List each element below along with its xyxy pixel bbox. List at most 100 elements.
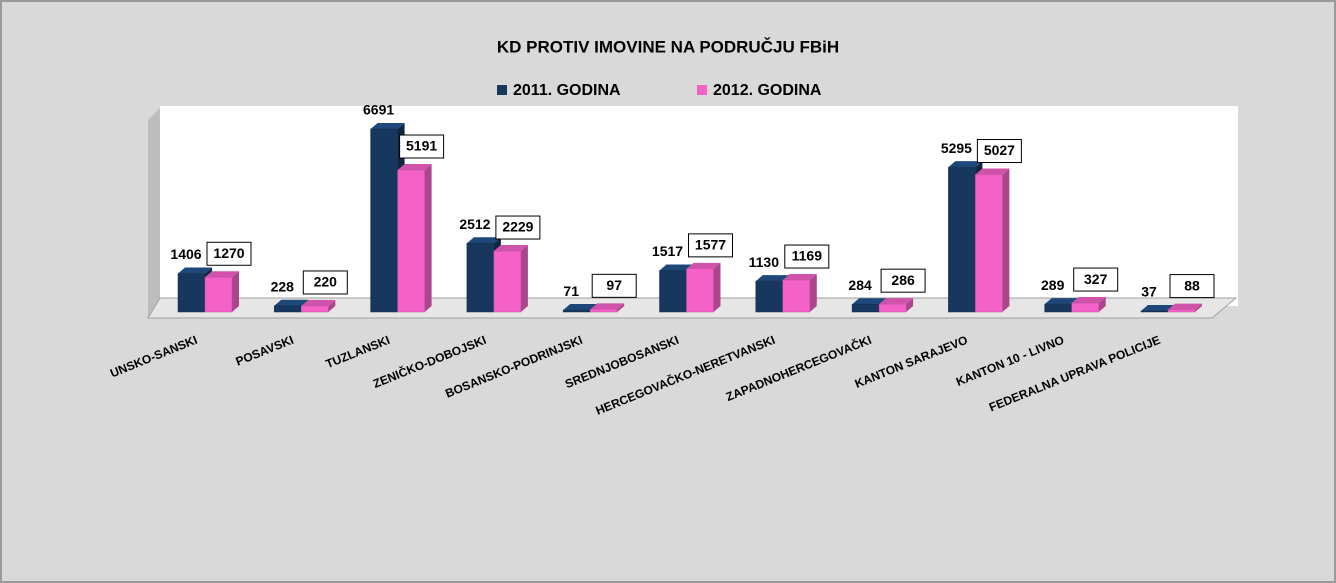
value-label: 5191 <box>406 138 437 154</box>
bar-front <box>274 305 302 313</box>
bar-side <box>809 274 817 312</box>
side-wall <box>148 108 160 318</box>
value-label: 5027 <box>984 142 1015 158</box>
value-label: 88 <box>1184 277 1200 293</box>
bar-top <box>1141 304 1175 311</box>
bar-top <box>948 161 983 168</box>
bar-front <box>493 250 522 313</box>
bar-top <box>466 237 501 244</box>
bar-front <box>589 309 618 313</box>
bar-top <box>493 245 528 252</box>
value-label-box <box>1073 267 1119 292</box>
bar-front <box>755 280 784 313</box>
bar <box>686 262 721 313</box>
bar <box>1167 303 1202 313</box>
value-label: 327 <box>1084 271 1108 287</box>
value-label: 1169 <box>792 248 823 264</box>
bar-front <box>466 243 495 313</box>
value-label: 6691 <box>363 102 394 118</box>
value-label: 1517 <box>652 243 683 259</box>
bar-top <box>782 274 817 281</box>
bar-top <box>1044 298 1079 305</box>
legend-swatch <box>697 85 707 95</box>
value-label-box <box>688 233 733 258</box>
value-label: 286 <box>891 272 915 288</box>
value-label-box <box>206 241 252 266</box>
bar-top <box>1071 297 1106 304</box>
bar <box>1071 297 1106 313</box>
value-label: 71 <box>563 283 579 299</box>
bar <box>397 164 432 313</box>
bar <box>493 245 528 313</box>
bar-top <box>590 303 625 310</box>
bar-side <box>520 245 528 312</box>
bar-top <box>755 275 790 282</box>
bar-side <box>424 164 432 312</box>
bar-top <box>852 298 887 305</box>
legend-label: 2012. GODINA <box>713 82 822 99</box>
value-label: 97 <box>606 277 622 293</box>
bar <box>975 168 1010 313</box>
bar-top <box>397 164 432 171</box>
bar-top <box>301 299 336 306</box>
bar-top <box>975 168 1010 175</box>
bar-front <box>562 309 591 313</box>
bar-front <box>948 166 976 313</box>
value-label: 1130 <box>749 254 780 270</box>
chart-title: KD PROTIV IMOVINE NA PODRUČJU FBiH <box>497 37 839 56</box>
bar-front <box>204 277 233 313</box>
legend: 2011. GODINA 2012. GODINA <box>497 82 822 99</box>
bar-front <box>851 303 880 313</box>
bar-front <box>397 169 425 313</box>
bar-front <box>686 268 714 313</box>
value-label: 2229 <box>502 219 533 235</box>
bar-top <box>370 123 405 129</box>
value-label-box <box>784 244 830 269</box>
bar-side <box>1195 303 1202 312</box>
value-label-box <box>880 268 926 293</box>
value-label: 1577 <box>695 237 726 253</box>
bar-top <box>686 262 721 269</box>
legend-label: 2011. GODINA <box>513 82 621 99</box>
bar-front <box>1044 303 1072 313</box>
value-label: 228 <box>271 278 295 294</box>
value-label: 289 <box>1041 277 1065 293</box>
bar-front <box>177 273 206 313</box>
bar-side <box>617 303 625 312</box>
value-label: 2512 <box>459 216 490 232</box>
bar <box>204 271 239 313</box>
bar-top <box>274 299 309 306</box>
bar <box>301 299 336 313</box>
bar-front <box>1071 302 1099 313</box>
bar <box>782 274 817 313</box>
bar-top <box>659 264 694 271</box>
value-label-box <box>976 139 1022 164</box>
value-label: 220 <box>314 274 338 290</box>
bar-front <box>301 305 329 313</box>
bar-top <box>205 271 239 278</box>
bar-side <box>713 262 721 312</box>
bar-side <box>232 271 239 312</box>
value-label-box <box>1169 274 1215 299</box>
bar <box>878 298 914 313</box>
value-label-box <box>495 215 541 240</box>
bar-front <box>878 303 907 313</box>
bar-front <box>1140 310 1169 313</box>
value-label: 1270 <box>213 245 244 261</box>
value-label: 284 <box>848 277 872 293</box>
bar-top <box>879 298 914 305</box>
bar-side <box>1098 297 1106 312</box>
value-label-box <box>591 273 637 298</box>
bar-front <box>782 279 811 313</box>
bar-side <box>1002 168 1010 312</box>
legend-swatch <box>497 85 507 95</box>
value-label: 5295 <box>941 140 972 156</box>
bar-top <box>1168 303 1202 310</box>
bar-front <box>370 128 398 313</box>
value-label-box <box>302 270 348 295</box>
value-label-box <box>399 134 445 159</box>
bar-top <box>563 304 598 311</box>
bar-side <box>906 298 914 312</box>
bar-front <box>659 270 687 313</box>
